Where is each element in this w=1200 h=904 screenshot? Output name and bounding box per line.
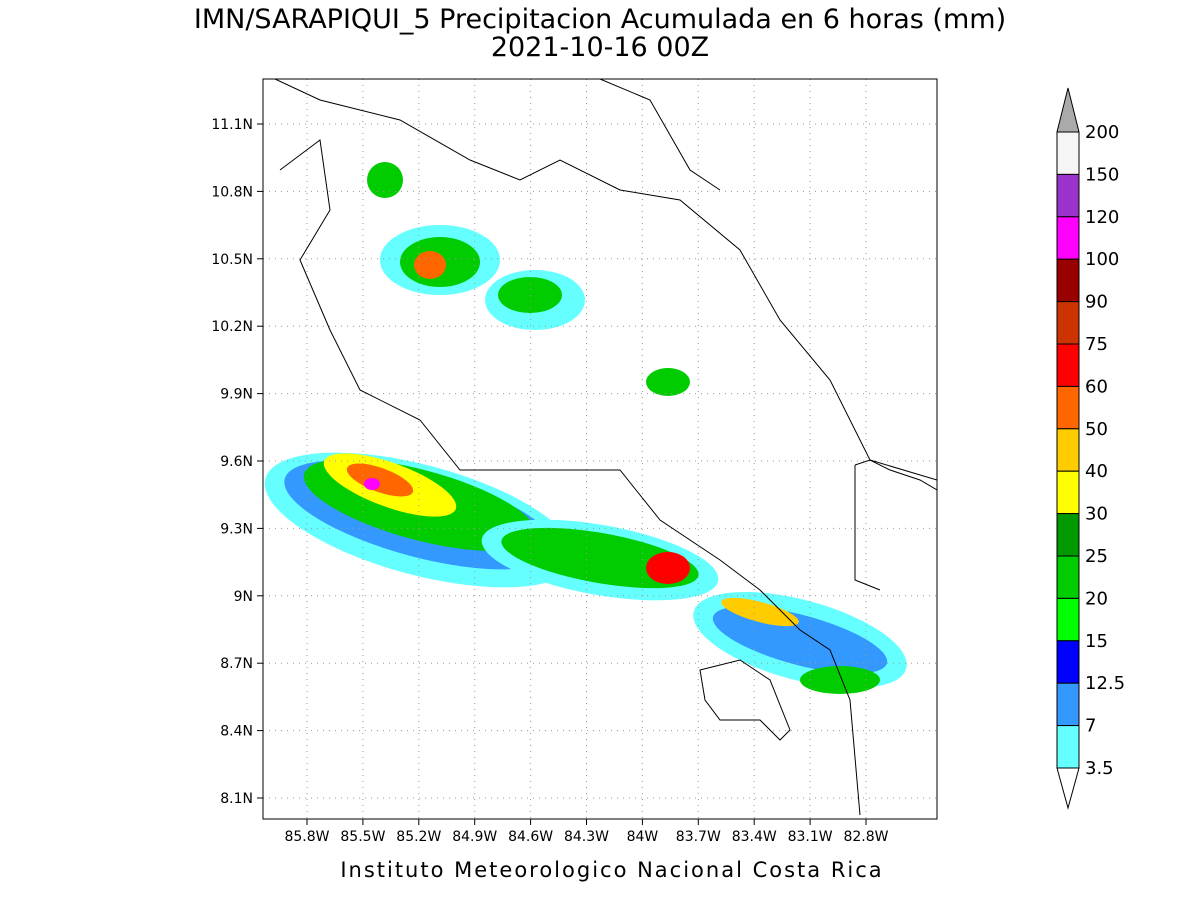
lon-tick-label: 84W	[627, 829, 659, 845]
colorbar-label: 200	[1085, 122, 1119, 143]
colorbar-label: 120	[1085, 207, 1119, 228]
coastline	[274, 79, 937, 816]
colorbar-label: 40	[1085, 461, 1108, 482]
title: IMN/SARAPIQUI_5 Precipitacion Acumulada …	[194, 4, 1006, 35]
colorbar-box	[1056, 385, 1080, 430]
colorbar-label: 60	[1085, 376, 1108, 397]
lat-tick-label: 9.3N	[220, 521, 253, 537]
lon-tick-label: 84.6W	[508, 829, 553, 845]
lat-tick-label: 8.7N	[220, 656, 253, 672]
colorbar-label: 25	[1085, 546, 1108, 567]
lat-tick-label: 9.6N	[220, 454, 253, 470]
colorbar-label: 75	[1085, 334, 1108, 355]
colorbar-over	[1056, 87, 1080, 133]
colorbar-label: 12.5	[1085, 673, 1125, 694]
colorbar-label: 90	[1085, 292, 1108, 313]
colorbar-box	[1056, 428, 1080, 472]
colorbar-box	[1056, 216, 1080, 260]
colorbar-box	[1056, 343, 1080, 387]
map-frame	[262, 78, 938, 820]
colorbar-box	[1056, 131, 1080, 175]
colorbar-box	[1056, 597, 1080, 642]
lon-tick-label: 85.5W	[340, 829, 385, 845]
colorbar-box	[1056, 470, 1080, 515]
lat-tick-label: 8.1N	[220, 791, 253, 807]
lat-tick-label: 10.8N	[211, 184, 253, 200]
colorbar-box	[1056, 640, 1080, 684]
colorbar-box	[1056, 513, 1080, 557]
colorbar-label: 150	[1085, 164, 1119, 185]
colorbar-box	[1056, 725, 1080, 769]
lat-tick-label: 9N	[234, 589, 253, 605]
lon-tick-label: 85.8W	[284, 829, 329, 845]
colorbar-box	[1056, 555, 1080, 599]
colorbar-label: 15	[1085, 631, 1108, 652]
lon-tick-label: 82.8W	[843, 829, 888, 845]
lat-tick-label: 10.5N	[211, 252, 253, 268]
graticule	[257, 79, 937, 825]
lat-tick-label: 11.1N	[211, 117, 253, 133]
colorbar-box	[1056, 258, 1080, 303]
lon-tick-label: 83.4W	[732, 829, 777, 845]
lon-tick-label: 83.1W	[788, 829, 833, 845]
colorbar: 200 150 120 100 90 75 60 50 40 30 25 20 15 12.5 7 3.5	[1056, 87, 1125, 810]
colorbar-box	[1056, 173, 1080, 218]
precip-field	[264, 162, 907, 694]
colorbar-box	[1056, 682, 1080, 727]
lat-tick-label: 9.9N	[220, 387, 253, 403]
lon-tick-label: 84.3W	[564, 829, 609, 845]
colorbar-label: 50	[1085, 419, 1108, 440]
lat-tick-label: 8.4N	[220, 724, 253, 740]
lat-tick-label: 10.2N	[211, 319, 253, 335]
colorbar-under	[1056, 767, 1080, 810]
colorbar-label: 20	[1085, 588, 1108, 609]
lon-tick-label: 84.9W	[452, 829, 497, 845]
colorbar-label: 30	[1085, 504, 1108, 525]
lon-tick-label: 83.7W	[676, 829, 721, 845]
colorbar-label: 7	[1085, 716, 1096, 737]
footer-credit: Instituto Meteorologico Nacional Costa R…	[340, 858, 883, 882]
lon-tick-label: 85.2W	[396, 829, 441, 845]
colorbar-label: 100	[1085, 249, 1119, 270]
colorbar-box	[1056, 301, 1080, 345]
subtitle: 2021-10-16 00Z	[491, 32, 709, 63]
colorbar-label: 3.5	[1085, 758, 1114, 779]
